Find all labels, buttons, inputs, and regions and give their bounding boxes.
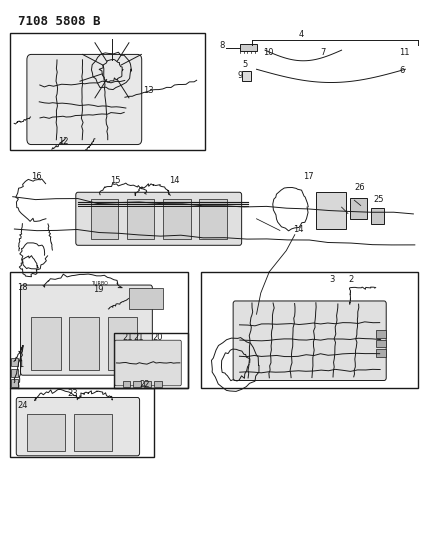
Bar (376, 340, 386, 347)
Text: 15: 15 (110, 176, 120, 185)
Bar (127, 199, 155, 239)
Text: 23: 23 (67, 390, 78, 398)
Text: 10: 10 (263, 49, 273, 58)
Bar (144, 381, 152, 387)
Text: 20: 20 (152, 333, 163, 342)
Bar (27, 414, 65, 451)
FancyBboxPatch shape (233, 301, 386, 381)
Bar (10, 389, 155, 457)
Bar (350, 198, 367, 219)
Text: 17: 17 (303, 172, 314, 181)
Bar (133, 381, 141, 387)
Bar (240, 44, 256, 51)
Bar (11, 358, 18, 366)
Bar (201, 272, 418, 389)
Bar (122, 381, 130, 387)
FancyBboxPatch shape (21, 285, 152, 375)
Bar (199, 199, 227, 239)
Bar (376, 349, 386, 357)
Text: 11: 11 (399, 49, 410, 58)
Text: 9: 9 (238, 71, 243, 80)
Text: 16: 16 (31, 172, 42, 181)
Text: 6: 6 (399, 67, 404, 76)
FancyBboxPatch shape (27, 54, 142, 144)
Bar (372, 208, 384, 224)
Text: TURBO: TURBO (91, 281, 107, 286)
Text: 7108 5808 B: 7108 5808 B (18, 14, 101, 28)
Bar (376, 330, 386, 337)
Text: 18: 18 (18, 284, 28, 293)
Text: 26: 26 (354, 183, 365, 192)
Text: 1: 1 (18, 360, 24, 369)
Bar (10, 33, 205, 150)
Text: 14: 14 (293, 225, 303, 234)
Text: 4: 4 (299, 30, 304, 39)
Text: 3: 3 (329, 276, 334, 285)
Text: 19: 19 (93, 285, 103, 294)
FancyBboxPatch shape (115, 340, 181, 386)
Bar (11, 379, 18, 387)
Bar (11, 369, 18, 377)
Bar (155, 381, 162, 387)
Text: 25: 25 (374, 195, 384, 204)
Bar (163, 199, 190, 239)
Bar (242, 71, 251, 81)
FancyBboxPatch shape (76, 192, 242, 245)
Text: 7: 7 (320, 49, 326, 58)
Bar (91, 199, 118, 239)
Bar (31, 317, 61, 370)
Bar (129, 288, 163, 309)
Bar (114, 333, 188, 389)
Bar (316, 192, 346, 229)
FancyBboxPatch shape (16, 398, 140, 456)
Text: 24: 24 (18, 401, 28, 410)
Bar (10, 272, 188, 389)
Text: 13: 13 (143, 86, 153, 94)
Text: 2: 2 (348, 276, 353, 285)
Text: 8: 8 (219, 41, 224, 50)
Text: 22: 22 (140, 381, 150, 390)
Text: 21: 21 (122, 333, 133, 342)
Text: 12: 12 (58, 137, 68, 146)
Text: 21: 21 (133, 333, 144, 342)
Bar (74, 414, 112, 451)
Text: 5: 5 (243, 60, 248, 69)
Text: 14: 14 (169, 176, 180, 185)
Bar (108, 317, 137, 370)
Bar (69, 317, 99, 370)
